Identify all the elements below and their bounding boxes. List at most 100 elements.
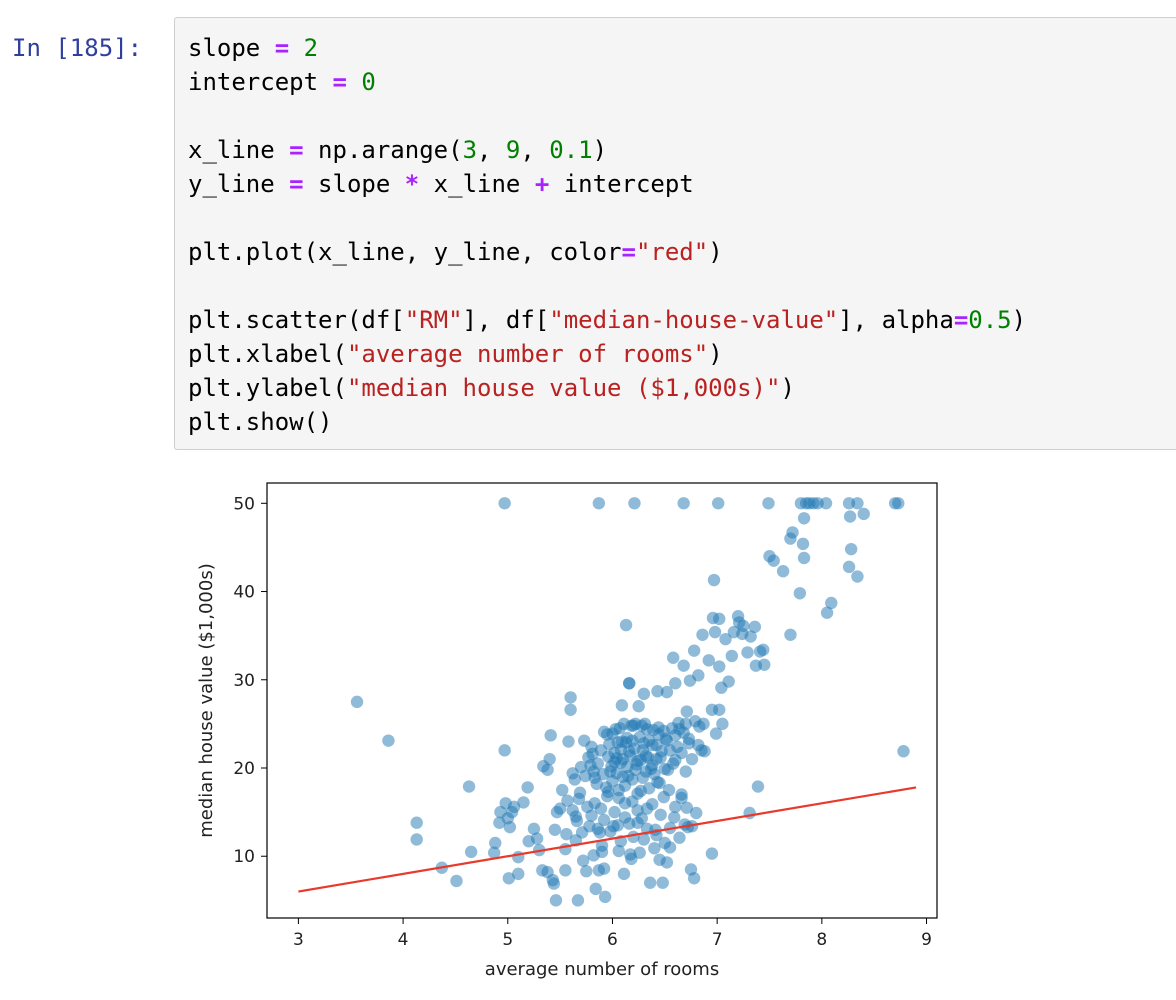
scatter-point <box>595 839 609 852</box>
scatter-point <box>543 752 556 766</box>
scatter-point <box>576 854 590 867</box>
code-line: plt.ylabel("median house value ($1,000s)… <box>188 374 795 402</box>
fitted-line <box>298 786 917 893</box>
code-token: "average number of rooms" <box>346 340 709 368</box>
scatter-point <box>713 612 726 626</box>
code-token: , <box>477 136 506 164</box>
scatter-point <box>892 497 905 510</box>
scatter-point <box>594 802 608 815</box>
scatter-point <box>632 700 645 713</box>
code-line: plt.show() <box>188 408 333 436</box>
scatter-point <box>843 510 857 523</box>
scatter-point <box>797 512 811 525</box>
code-token: = <box>621 238 636 266</box>
scatter-point <box>708 625 722 639</box>
scatter-point <box>650 738 663 752</box>
scatter-point <box>521 781 534 794</box>
scatter-point <box>660 685 674 699</box>
code-token: ) <box>592 136 608 164</box>
scatter-point <box>561 794 574 807</box>
scatter-point <box>450 874 463 888</box>
code-token: = <box>332 68 347 96</box>
x-tick-label: 6 <box>607 930 618 950</box>
scatter-point <box>658 836 672 850</box>
scatter-point <box>712 497 725 510</box>
scatter-point <box>489 836 502 850</box>
scatter-point <box>690 806 703 820</box>
scatter-point <box>749 659 763 672</box>
y-axis-label: median house value ($1,000s) <box>196 563 217 838</box>
code-line: x_line = np.arange(3, 9, 0.1) <box>188 136 607 164</box>
cell-prompt: In [185]: <box>12 34 143 62</box>
scatter-point <box>767 554 780 567</box>
scatter-point <box>507 800 521 814</box>
scatter-point <box>725 649 739 663</box>
scatter-point <box>680 801 693 814</box>
scatter-point <box>705 703 719 716</box>
scatter-point <box>598 890 612 904</box>
code-token: x_line <box>419 170 535 198</box>
scatter-point <box>553 802 567 815</box>
x-tick-label: 4 <box>398 930 409 950</box>
scatter-point <box>591 757 605 770</box>
scatter-point <box>582 751 595 764</box>
scatter-point <box>688 715 702 728</box>
scatter-plot-output: 3 4 5 6 7 8 9 10 20 30 40 50 average number of rooms… <box>190 470 960 990</box>
scatter-point <box>851 497 864 510</box>
scatter-point <box>512 867 525 881</box>
scatter-point <box>580 865 593 878</box>
scatter-point <box>677 659 690 672</box>
scatter-point <box>591 822 605 836</box>
scatter-point <box>562 735 575 748</box>
scatter-point <box>669 677 682 690</box>
scatter-point <box>660 856 674 869</box>
scatter-point <box>633 846 646 859</box>
scatter-point <box>556 783 569 797</box>
scatter-point <box>648 842 661 855</box>
code-token: * <box>404 170 420 198</box>
y-tick-label: 20 <box>233 759 255 779</box>
scatter-point <box>796 537 810 551</box>
code-token: plt.plot(x_line, y_line, color <box>188 238 622 266</box>
scatter-point <box>897 745 910 758</box>
code-editor[interactable]: slope = 2 intercept = 0 x_line = np.aran… <box>188 31 1026 439</box>
scatter-point <box>618 797 632 810</box>
code-cell[interactable]: slope = 2 intercept = 0 x_line = np.aran… <box>174 17 1176 450</box>
code-token: = <box>274 34 290 62</box>
scatter-point <box>571 894 585 907</box>
scatter-point <box>643 876 657 889</box>
scatter-point <box>681 820 695 834</box>
scatter-point <box>744 630 757 643</box>
scatter-point <box>825 596 838 610</box>
scatter-point <box>851 570 864 583</box>
scatter-point <box>522 835 535 848</box>
scatter-point <box>631 787 644 800</box>
scatter-point <box>559 864 572 877</box>
scatter-point <box>503 820 517 834</box>
code-token: "median house value ($1,000s)" <box>346 374 781 402</box>
scatter-point <box>597 862 611 875</box>
scatter-point <box>776 565 790 578</box>
scatter-point <box>842 560 856 574</box>
scatter-point <box>464 845 478 859</box>
code-token: "median-house-value" <box>549 306 839 334</box>
code-token: 3 <box>462 136 478 164</box>
scatter-point <box>612 844 625 858</box>
scatter-point <box>498 497 511 510</box>
scatter-point <box>611 819 624 832</box>
code-line: plt.plot(x_line, y_line, color="red") <box>188 238 723 266</box>
scatter-point <box>502 872 516 885</box>
scatter-point <box>819 497 833 510</box>
scatter-point <box>592 497 606 510</box>
scatter-point <box>797 551 811 565</box>
scatter-point <box>547 877 561 890</box>
code-line: y_line = slope * x_line + intercept <box>188 170 694 198</box>
scatter-point <box>786 526 799 539</box>
code-token: "red" <box>635 238 709 266</box>
scatter-point <box>663 744 677 757</box>
scatter-point <box>687 644 701 657</box>
code-token: y_line <box>188 170 290 198</box>
scatter-point <box>651 685 664 698</box>
code-token: + <box>534 170 550 198</box>
scatter-point <box>615 699 629 712</box>
